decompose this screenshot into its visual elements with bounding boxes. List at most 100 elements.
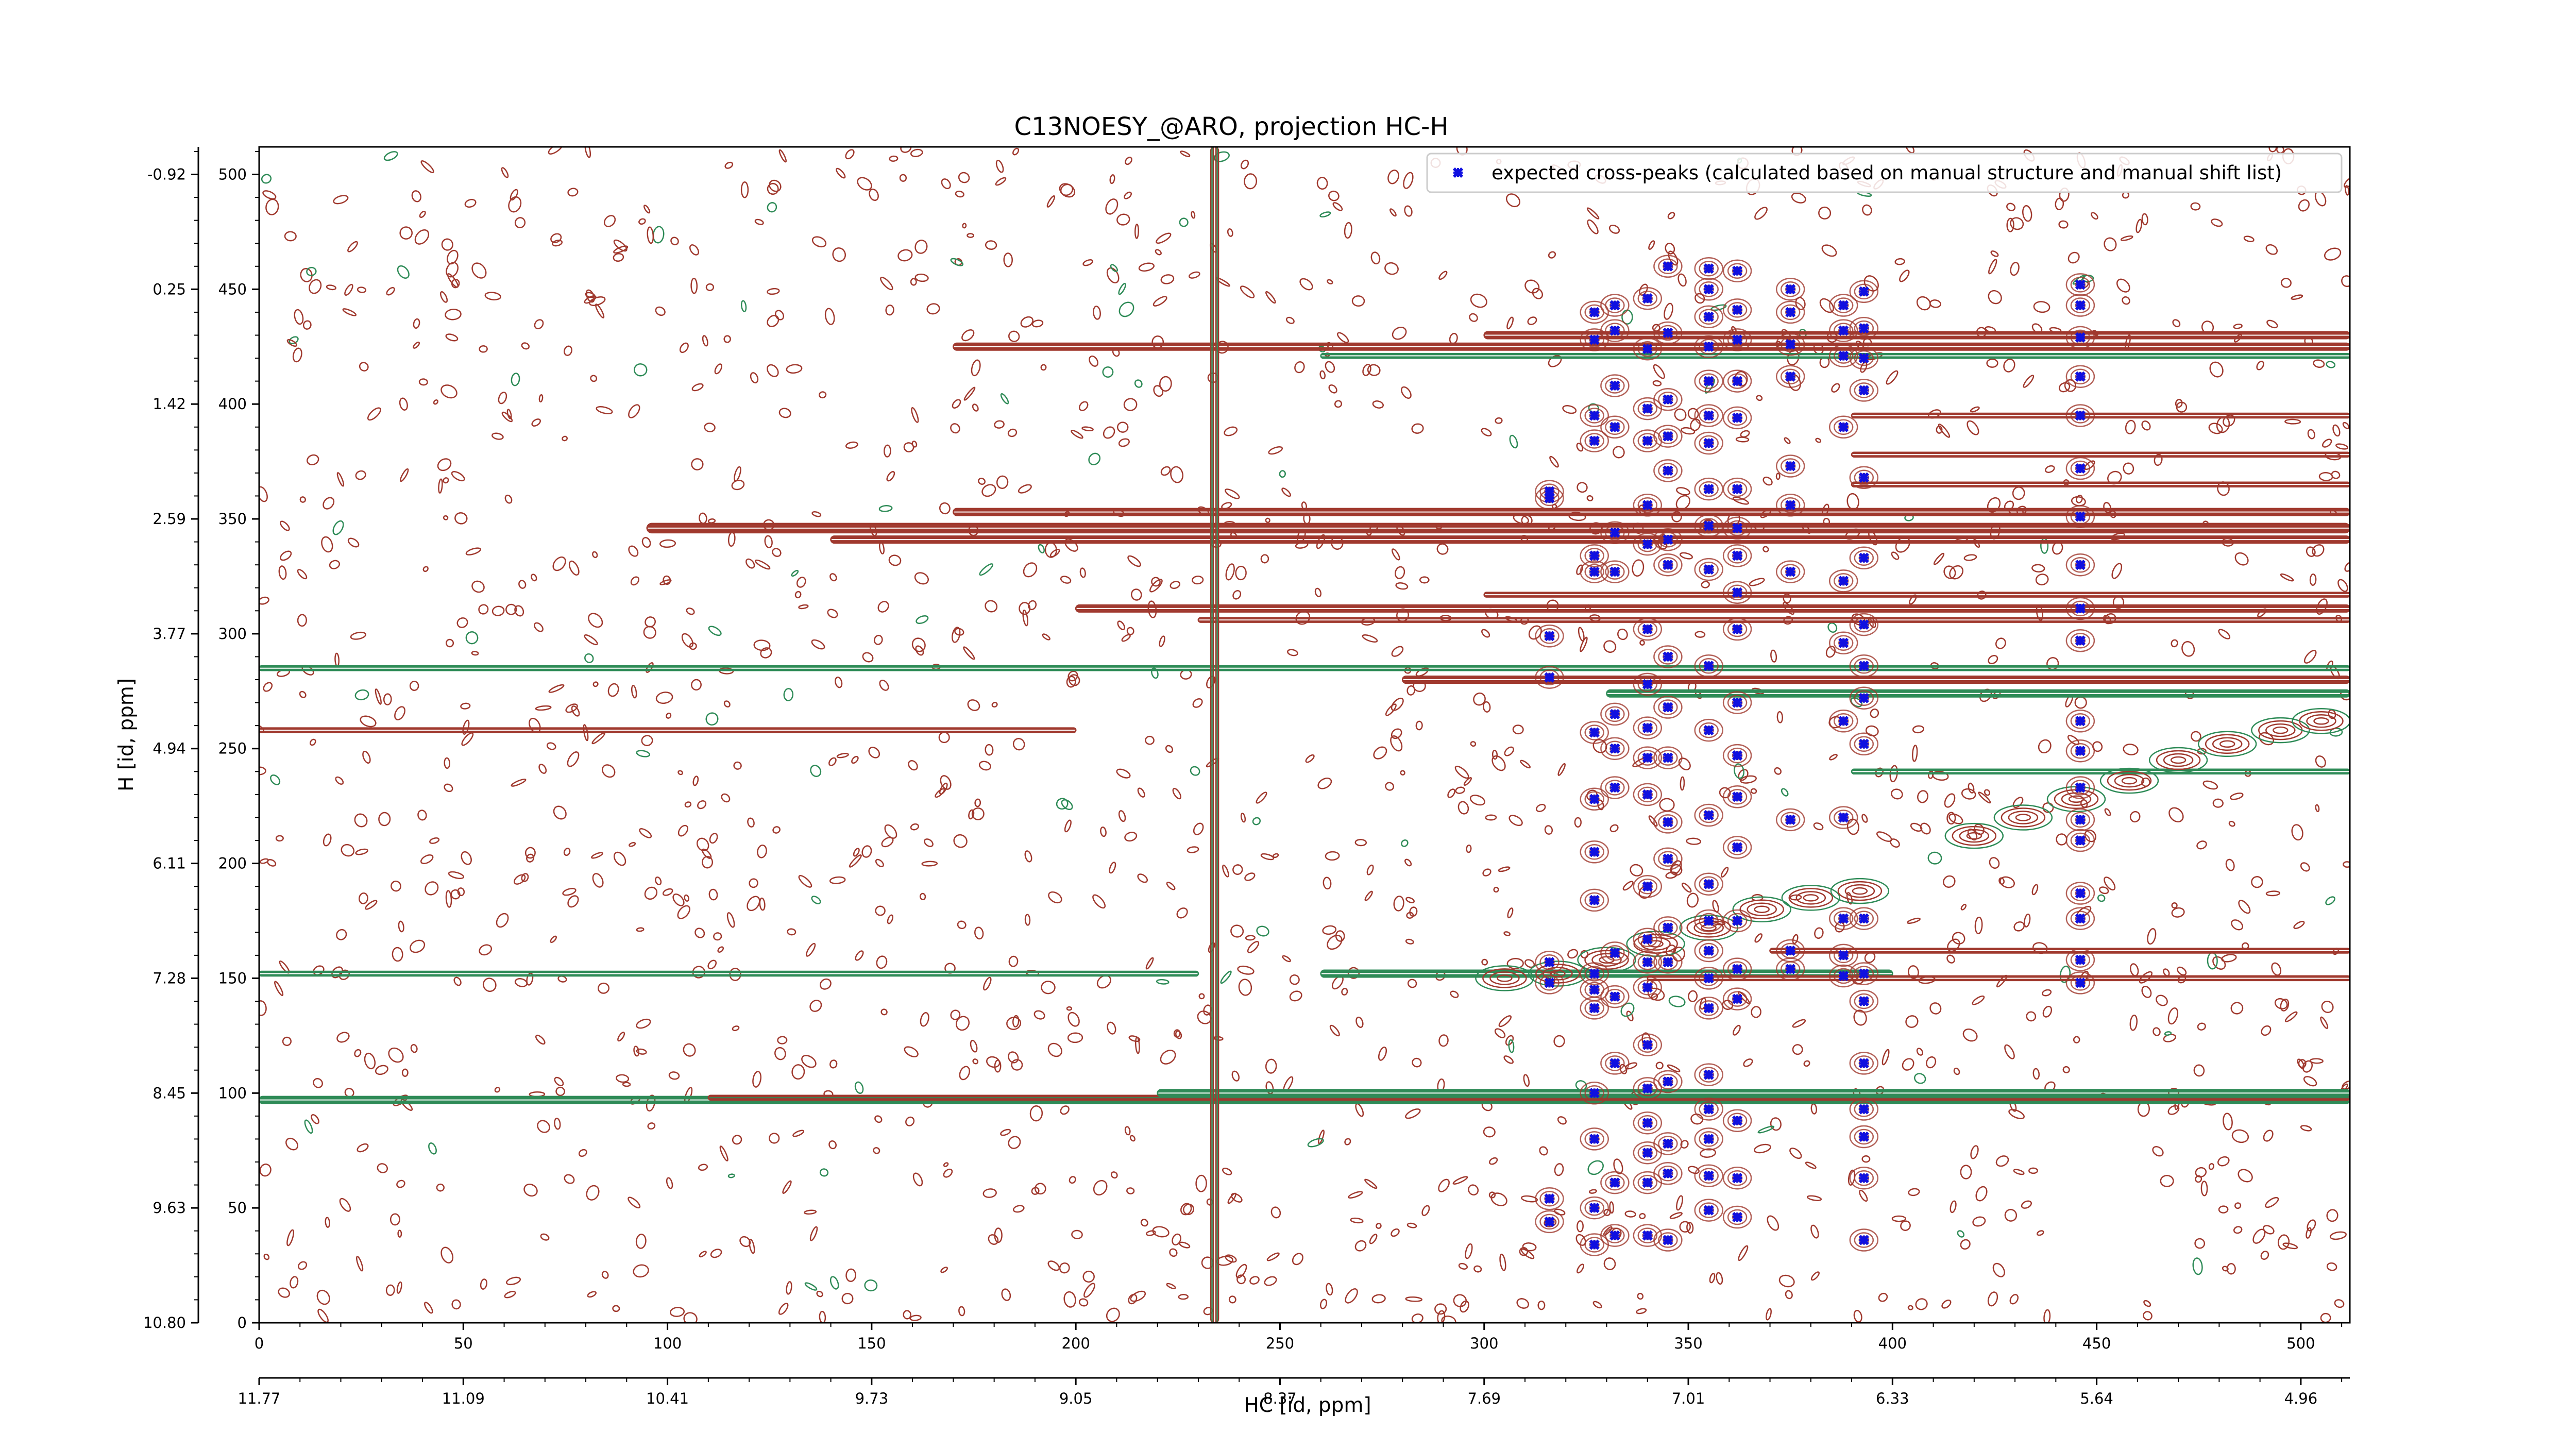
noise-contour	[880, 277, 893, 291]
peak-contour	[1849, 989, 1879, 1013]
noise-contour	[1679, 552, 1693, 560]
noise-contour	[278, 565, 287, 580]
noise-contour	[2181, 641, 2195, 657]
noise-contour	[2218, 1205, 2229, 1214]
noise-contour	[1395, 582, 1409, 590]
peak-contour	[1828, 319, 1858, 342]
noise-contour	[1153, 385, 1164, 397]
y-ppm-label: 8.45	[152, 1084, 186, 1102]
noise-contour	[396, 1281, 402, 1294]
noise-contour	[985, 600, 998, 613]
cross-peak-marker	[1609, 325, 1620, 336]
noise-contour	[504, 1290, 516, 1299]
peak-contour	[1605, 988, 1625, 1005]
noise-contour	[1231, 1070, 1240, 1082]
contour-streak	[1647, 976, 2350, 980]
cross-peak-marker	[1589, 1003, 1600, 1014]
peak-contour	[2065, 907, 2095, 930]
noise-contour	[909, 1315, 922, 1321]
noise-contour	[778, 408, 791, 418]
peak-contour	[1854, 1055, 1874, 1071]
noise-contour	[1191, 211, 1196, 219]
cross-peak-marker	[1732, 791, 1743, 802]
peak-contour	[1653, 1162, 1683, 1185]
peak-contour	[1584, 966, 1604, 982]
cross-peak-marker	[1609, 709, 1620, 720]
noise-contour	[2280, 998, 2290, 1012]
noise-contour	[2035, 574, 2049, 586]
noise-contour	[1078, 1298, 1089, 1307]
noise-contour	[323, 497, 335, 510]
noise-contour	[587, 1291, 597, 1298]
noise-contour	[1406, 1222, 1417, 1228]
noise-contour	[639, 828, 652, 838]
cross-peak-marker	[1732, 412, 1743, 424]
contour-streak	[1851, 769, 2350, 773]
noise-contour	[607, 683, 619, 697]
noise-contour	[643, 205, 651, 214]
noise-contour	[2024, 913, 2031, 928]
noise-contour	[1029, 1105, 1043, 1122]
peak-contour	[2065, 597, 2095, 620]
noise-contour	[1137, 787, 1145, 798]
noise-contour	[1367, 364, 1381, 376]
noise-contour	[829, 1059, 838, 1069]
noise-contour	[1152, 1226, 1170, 1238]
noise-contour	[1465, 1243, 1473, 1259]
noise-contour	[1341, 988, 1348, 996]
cross-peak-marker	[1858, 472, 1869, 483]
noise-contour	[2122, 296, 2130, 305]
noise-contour	[2004, 1209, 2018, 1222]
peak-contour	[1539, 954, 1560, 970]
noise-contour	[1350, 1217, 1364, 1224]
peak-contour	[1828, 964, 1858, 988]
noise-contour	[778, 149, 787, 163]
peak-contour	[1854, 320, 1874, 336]
noise-contour	[982, 1188, 997, 1198]
noise-contour	[684, 894, 690, 902]
peak-contour	[1849, 379, 1879, 402]
noise-contour	[732, 1025, 740, 1032]
peak-contour	[1535, 971, 1564, 995]
cross-peak-marker	[1642, 722, 1653, 733]
peak-contour	[1849, 1166, 1879, 1190]
noise-contour	[1128, 1035, 1141, 1042]
peak-contour	[1600, 415, 1630, 439]
peak-contour	[1658, 258, 1678, 275]
cross-peak-marker	[1642, 403, 1653, 414]
noise-contour	[2280, 278, 2292, 288]
noise-contour	[1576, 564, 1583, 575]
peak-contour	[2070, 460, 2091, 477]
noise-contour	[1785, 1290, 1793, 1300]
cross-peak-marker	[1642, 1083, 1653, 1094]
diagonal-contour	[2148, 747, 2208, 773]
noise-contour	[304, 1119, 313, 1134]
peak-contour	[1780, 368, 1801, 384]
peak-contour	[1605, 1174, 1625, 1191]
noise-contour	[633, 1264, 649, 1278]
noise-contour	[280, 520, 290, 531]
peak-contour	[1854, 469, 1874, 486]
noise-contour	[1757, 1125, 1775, 1134]
noise-contour	[1952, 932, 1965, 945]
noise-contour	[1677, 273, 1687, 287]
noise-contour	[1686, 1222, 1694, 1234]
noise-contour	[1495, 417, 1503, 424]
peak-contour	[2065, 829, 2095, 852]
cross-peak-marker	[1703, 1069, 1714, 1080]
noise-contour	[386, 287, 395, 296]
cross-peak-marker	[1642, 1230, 1653, 1241]
noise-contour	[546, 742, 556, 750]
noise-contour	[970, 1039, 978, 1053]
noise-contour	[943, 1168, 953, 1178]
noise-contour	[1069, 1176, 1076, 1184]
noise-contour	[592, 873, 604, 888]
peak-contour	[2070, 780, 2091, 796]
noise-contour	[1862, 204, 1872, 216]
peak-contour	[1535, 1210, 1564, 1234]
peak-contour	[1833, 911, 1854, 926]
noise-contour	[635, 1234, 647, 1249]
noise-contour	[2343, 861, 2350, 868]
noise-contour	[2238, 900, 2251, 914]
noise-contour	[1652, 380, 1662, 386]
